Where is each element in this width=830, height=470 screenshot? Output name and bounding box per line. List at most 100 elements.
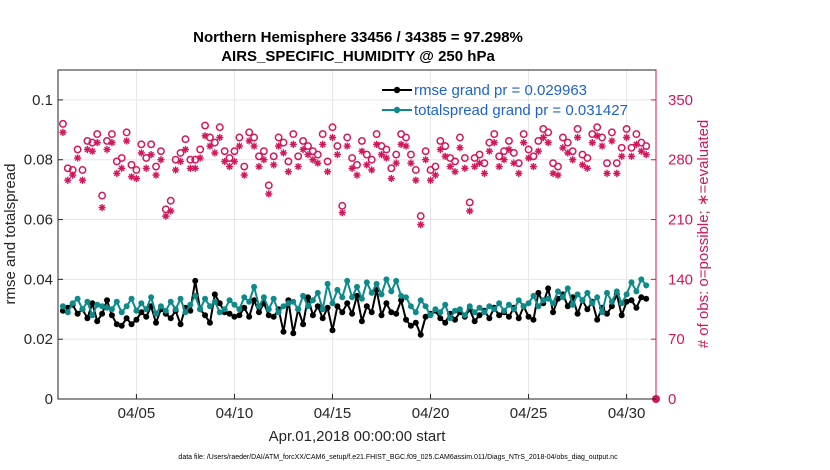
spread-point	[407, 303, 414, 310]
obs-evaluated-point	[520, 139, 528, 147]
obs-evaluated-point	[333, 151, 341, 159]
obs-evaluated-point	[534, 147, 542, 155]
chart-title: Northern Hemisphere 33456 / 34385 = 97.2…	[193, 29, 523, 46]
data-file-footnote: data file: /Users/raeder/DAI/ATM_forcXX/…	[178, 454, 618, 461]
y2-tick-label: 280	[668, 152, 693, 169]
spread-point	[128, 295, 135, 302]
y2-axis-label: # of obs: o=possible; ∗=evaluated	[695, 120, 712, 349]
obs-possible-point	[127, 160, 136, 169]
spread-point	[123, 303, 130, 310]
spread-point	[613, 288, 620, 295]
rmse-point	[211, 291, 218, 298]
obs-possible-point	[505, 136, 513, 145]
rmse-point	[574, 310, 581, 317]
rmse-point	[358, 318, 365, 325]
obs-evaluated-point	[456, 144, 464, 152]
obs-possible-point	[387, 164, 396, 173]
obs-evaluated-point	[319, 140, 327, 148]
rmse-point	[94, 318, 101, 325]
obs-evaluated-point	[284, 168, 292, 176]
obs-possible-point	[617, 143, 626, 152]
x-tick-label: 04/05	[118, 405, 156, 422]
rmse-point	[290, 330, 297, 337]
obs-possible-point	[63, 164, 72, 173]
spread-point	[638, 276, 645, 283]
spread-point	[559, 294, 566, 301]
spread-point	[354, 283, 360, 290]
rmse-point	[99, 310, 106, 317]
obs-possible-point	[367, 155, 376, 164]
obs-possible-point	[441, 142, 450, 151]
obs-possible-point	[215, 123, 224, 132]
spread-point	[363, 279, 370, 286]
x-tick-label: 04/15	[314, 405, 352, 422]
obs-possible-point	[348, 154, 357, 162]
spread-point	[628, 279, 635, 286]
obs-evaluated-point	[446, 162, 454, 171]
obs-evaluated-point	[64, 176, 72, 184]
obs-evaluated-point	[225, 162, 234, 171]
legend-spread-label: totalspread grand pr = 0.031427	[414, 102, 628, 119]
spread-point	[545, 295, 552, 302]
spread-point	[554, 288, 561, 295]
obs-evaluated-point	[505, 145, 513, 154]
rmse-point	[471, 318, 478, 325]
obs-evaluated-point	[221, 157, 229, 166]
obs-evaluated-point	[353, 171, 361, 179]
y-tick-label: 0.1	[32, 92, 53, 109]
rmse-point	[437, 315, 444, 322]
obs-evaluated-point	[407, 159, 415, 167]
obs-possible-point	[73, 145, 82, 154]
spread-point	[594, 294, 601, 301]
rmse-point	[187, 307, 194, 314]
rmse-point	[329, 327, 336, 334]
obs-possible-point	[93, 130, 102, 139]
obs-evaluated-point	[539, 133, 547, 142]
rmse-point	[304, 294, 311, 301]
spread-point	[265, 306, 272, 313]
obs-evaluated-point	[147, 151, 155, 159]
spread-point	[452, 307, 459, 314]
spread-point	[422, 303, 429, 310]
obs-possible-point	[274, 133, 283, 142]
spread-point	[236, 306, 243, 313]
obs-evaluated-point	[632, 140, 640, 148]
obs-evaluated-point	[245, 137, 253, 145]
rmse-point	[422, 313, 429, 320]
spread-point	[285, 300, 292, 307]
obs-possible-point	[181, 135, 190, 144]
spread-point	[300, 292, 307, 299]
obs-possible-point	[362, 150, 371, 159]
obs-possible-point	[524, 145, 533, 154]
obs-possible-point	[627, 143, 636, 152]
obs-evaluated-point	[152, 171, 160, 179]
spread-point	[476, 304, 483, 311]
obs-possible-point	[201, 121, 209, 130]
x-tick-label: 04/30	[608, 405, 646, 422]
obs-possible-point	[416, 212, 425, 221]
spread-point	[349, 294, 356, 301]
spread-point	[69, 300, 76, 307]
spread-point	[432, 306, 439, 313]
obs-evaluated-point	[265, 190, 273, 198]
rmse-point	[515, 315, 522, 322]
obs-evaluated-point	[83, 145, 92, 154]
spread-point	[275, 309, 282, 316]
obs-evaluated-point	[191, 164, 199, 172]
obs-evaluated-point	[74, 154, 82, 162]
rmse-point	[108, 312, 115, 319]
rmse-point	[84, 315, 91, 322]
rmse-point	[339, 309, 346, 316]
spread-point	[108, 306, 115, 313]
obs-evaluated-point	[255, 162, 263, 171]
x-axis-label: Apr.01,2018 00:00:00 start	[269, 428, 447, 445]
spread-point	[197, 306, 204, 313]
obs-possible-point	[544, 128, 553, 137]
spread-point	[427, 312, 434, 319]
obs-evaluated-point	[358, 147, 366, 155]
obs-evaluated-point	[573, 133, 582, 142]
obs-possible-point	[137, 140, 146, 149]
x-tick-label: 04/10	[216, 405, 254, 422]
obs-possible-point	[328, 123, 337, 132]
y-tick-label: 0.08	[24, 152, 53, 169]
